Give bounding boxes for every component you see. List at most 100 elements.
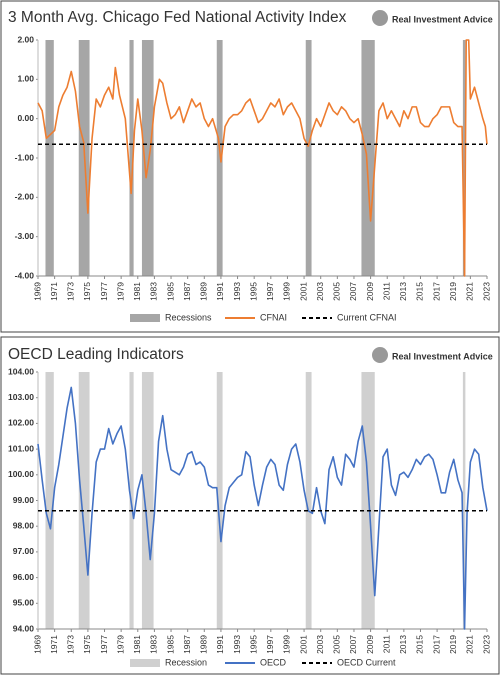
x-tick-label: 2015 <box>415 635 425 654</box>
x-tick-label: 2015 <box>415 282 425 301</box>
recession-band <box>462 40 466 276</box>
x-tick-label: 2009 <box>365 635 375 654</box>
logo-icon <box>372 10 388 26</box>
legend-label: CFNAI <box>260 312 287 322</box>
x-tick-label: 1999 <box>282 282 292 301</box>
recession-band <box>129 40 134 276</box>
x-tick-label: 2001 <box>298 282 308 301</box>
legend-label: Recessions <box>165 312 212 322</box>
x-tick-label: 1985 <box>165 635 175 654</box>
x-tick-label: 2019 <box>448 635 458 654</box>
x-tick-label: 2003 <box>315 282 325 301</box>
x-tick-label: 1995 <box>248 282 258 301</box>
x-tick-label: 1985 <box>165 282 175 301</box>
x-tick-label: 1971 <box>49 635 59 654</box>
x-tick-label: 1981 <box>132 282 142 301</box>
x-tick-label: 1969 <box>32 635 42 654</box>
x-tick-label: 2005 <box>332 282 342 301</box>
recession-band <box>141 40 154 276</box>
logo-text: Real Investment Advice <box>392 351 493 361</box>
x-tick-label: 1983 <box>149 635 159 654</box>
x-tick-label: 1977 <box>99 635 109 654</box>
recession-band <box>45 372 54 629</box>
y-tick-label: 101.00 <box>8 443 34 453</box>
recession-band <box>305 372 312 629</box>
y-tick-label: 95.00 <box>13 598 35 608</box>
x-tick-label: 2011 <box>381 635 391 654</box>
legend-label: OECD Current <box>337 657 396 667</box>
x-tick-label: 2017 <box>431 635 441 654</box>
y-tick-label: 104.00 <box>8 366 34 376</box>
x-tick-label: 2019 <box>448 282 458 301</box>
x-tick-label: 1989 <box>199 282 209 301</box>
logo-icon <box>372 347 388 363</box>
x-tick-label: 1975 <box>82 635 92 654</box>
x-tick-label: 1991 <box>215 635 225 654</box>
x-tick-label: 1987 <box>182 635 192 654</box>
x-tick-label: 2005 <box>332 635 342 654</box>
chart-frame <box>0 336 500 675</box>
y-tick-label: 97.00 <box>13 546 35 556</box>
recession-band <box>45 40 54 276</box>
recession-band <box>462 372 466 629</box>
recession-band <box>305 40 312 276</box>
data-line <box>37 39 488 277</box>
y-tick-label: 94.00 <box>13 623 35 633</box>
legend-swatch <box>130 659 160 667</box>
x-tick-label: 1993 <box>232 282 242 301</box>
x-tick-label: 1983 <box>149 282 159 301</box>
x-tick-label: 1989 <box>199 635 209 654</box>
x-tick-label: 1995 <box>248 635 258 654</box>
recession-band <box>78 372 90 629</box>
legend-label: Recession <box>165 657 207 667</box>
chart-title: 3 Month Avg. Chicago Fed National Activi… <box>8 9 347 26</box>
y-tick-label: -1.00 <box>15 152 35 162</box>
x-tick-label: 1979 <box>115 635 125 654</box>
y-tick-label: -4.00 <box>15 270 35 280</box>
x-tick-label: 1979 <box>115 282 125 301</box>
x-tick-label: 2023 <box>481 635 491 654</box>
x-tick-label: 2003 <box>315 635 325 654</box>
x-tick-label: 2001 <box>298 635 308 654</box>
y-tick-label: 2.00 <box>17 34 34 44</box>
x-tick-label: 1999 <box>282 635 292 654</box>
chart-title: OECD Leading Indicators <box>8 346 184 363</box>
y-tick-label: 103.00 <box>8 392 34 402</box>
x-tick-label: 1977 <box>99 282 109 301</box>
y-tick-label: 100.00 <box>8 469 34 479</box>
y-tick-label: 1.00 <box>17 74 34 84</box>
legend-label: OECD <box>260 657 287 667</box>
x-tick-label: 1993 <box>232 635 242 654</box>
x-tick-label: 2007 <box>348 635 358 654</box>
x-tick-label: 2021 <box>465 282 475 301</box>
x-tick-label: 2017 <box>431 282 441 301</box>
x-tick-label: 2023 <box>481 282 491 301</box>
x-tick-label: 1991 <box>215 282 225 301</box>
y-tick-label: 0.00 <box>17 113 34 123</box>
x-tick-label: 2007 <box>348 282 358 301</box>
x-tick-label: 2021 <box>465 635 475 654</box>
x-tick-label: 2013 <box>398 635 408 654</box>
data-line <box>37 386 488 630</box>
x-tick-label: 1981 <box>132 635 142 654</box>
recession-band <box>141 372 154 629</box>
recession-band <box>361 372 375 629</box>
y-tick-label: 98.00 <box>13 520 35 530</box>
y-tick-label: 102.00 <box>8 418 34 428</box>
legend-label: Current CFNAI <box>337 312 397 322</box>
x-tick-label: 1997 <box>265 635 275 654</box>
y-tick-label: -2.00 <box>15 192 35 202</box>
x-tick-label: 1971 <box>49 282 59 301</box>
x-tick-label: 1973 <box>66 282 76 301</box>
x-tick-label: 1975 <box>82 282 92 301</box>
logo-text: Real Investment Advice <box>392 14 493 24</box>
recession-band <box>216 40 223 276</box>
x-tick-label: 1973 <box>66 635 76 654</box>
recession-band <box>216 372 223 629</box>
y-tick-label: 96.00 <box>13 572 35 582</box>
x-tick-label: 1997 <box>265 282 275 301</box>
x-tick-label: 1987 <box>182 282 192 301</box>
x-tick-label: 2011 <box>381 282 391 301</box>
